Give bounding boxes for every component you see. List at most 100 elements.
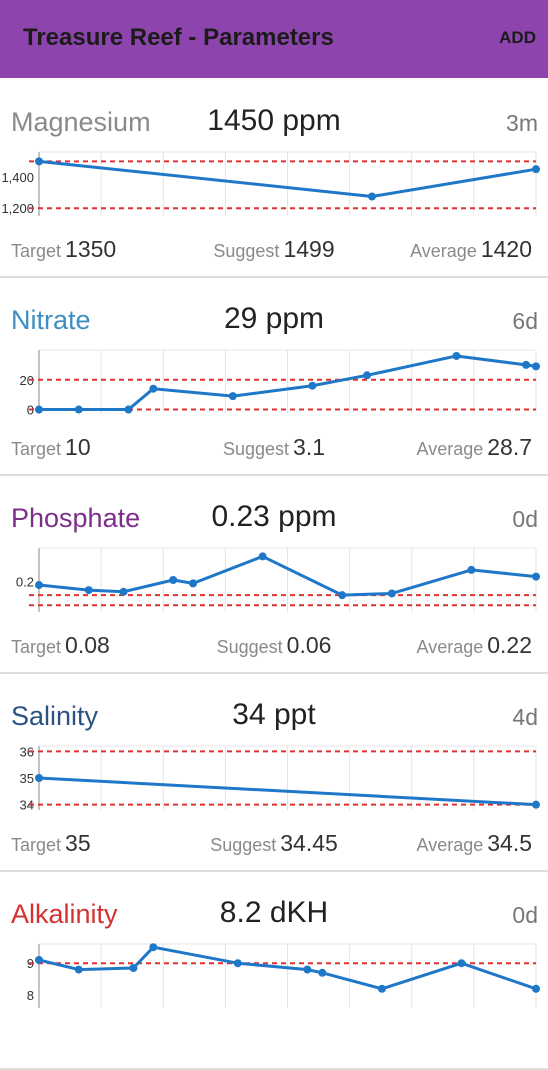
app-bar: Treasure Reef - Parameters ADD xyxy=(0,0,548,78)
data-point xyxy=(522,360,531,369)
stat-suggest: Suggest 0.06 xyxy=(217,632,332,659)
stat-value: 1420 xyxy=(480,236,532,262)
data-point xyxy=(532,362,540,371)
stat-suggest: Suggest 34.45 xyxy=(210,830,338,857)
parameter-name: Nitrate xyxy=(11,305,91,335)
parameter-card-magnesium[interactable]: Magnesium 1450 ppm 3m 1,200 1,400 Target 1350 S… xyxy=(0,80,548,278)
stat-value: 0.22 xyxy=(487,632,532,658)
stat-value: 0.06 xyxy=(286,632,332,658)
stat-label: Target xyxy=(11,241,62,261)
stat-value: 10 xyxy=(65,434,91,460)
parameter-value: 34 ppt xyxy=(232,698,316,731)
stat-label: Target xyxy=(11,835,62,855)
data-point xyxy=(532,165,540,174)
series-line xyxy=(38,945,537,991)
stat-value: 0.08 xyxy=(65,632,110,658)
data-point xyxy=(35,581,43,590)
data-point xyxy=(129,964,138,972)
data-point xyxy=(367,192,376,201)
y-tick-label: 34 xyxy=(20,798,34,813)
parameter-chart: 0.2 xyxy=(16,547,540,612)
parameter-value: 1450 ppm xyxy=(207,104,341,137)
data-point xyxy=(149,943,158,952)
data-point xyxy=(124,405,133,414)
last-test-age: 4d xyxy=(512,704,538,730)
parameter-chart: 34 35 36 xyxy=(20,744,540,813)
stats-row: Target 1350 Suggest 1499 Average 1420 xyxy=(0,236,548,266)
stat-label: Suggest xyxy=(213,241,280,261)
stats-row: Target 0.08 Suggest 0.06 Average 0.22 xyxy=(0,632,548,662)
data-point xyxy=(74,965,83,974)
stat-value: 35 xyxy=(65,830,91,856)
stat-label: Average xyxy=(416,835,484,855)
last-test-age: 0d xyxy=(512,902,538,928)
data-point xyxy=(532,572,540,581)
data-point xyxy=(233,959,242,968)
data-point xyxy=(169,576,178,584)
parameter-card-alkalinity[interactable]: Alkalinity 8.2 dKH 0d 89 xyxy=(0,872,548,1070)
data-point xyxy=(387,589,396,598)
stat-average: Average 28.7 xyxy=(417,434,532,461)
stat-target: Target 0.08 xyxy=(11,632,110,659)
stat-value: 34.45 xyxy=(280,830,338,856)
series-line xyxy=(38,554,537,597)
last-test-age: 0d xyxy=(512,506,538,532)
stat-average: Average 34.5 xyxy=(417,830,532,857)
data-point xyxy=(318,968,327,977)
last-test-age: 3m xyxy=(506,110,538,136)
stat-value: 34.5 xyxy=(487,830,532,856)
stat-label: Average xyxy=(410,241,477,261)
y-tick-label: 0.2 xyxy=(16,575,34,590)
y-tick-label: 36 xyxy=(20,744,34,759)
add-button[interactable]: ADD xyxy=(499,28,536,47)
stat-label: Average xyxy=(416,439,484,459)
y-tick-label: 1,400 xyxy=(1,170,34,185)
last-test-age: 6d xyxy=(512,308,538,334)
parameter-name: Magnesium xyxy=(11,107,151,137)
stat-label: Target xyxy=(11,637,62,657)
data-point xyxy=(363,371,372,380)
data-point xyxy=(119,587,128,596)
data-point xyxy=(189,579,198,588)
stat-target: Target 10 xyxy=(11,434,91,461)
data-point xyxy=(74,405,83,414)
stat-value: 28.7 xyxy=(487,434,532,460)
data-point xyxy=(35,774,43,782)
data-point xyxy=(532,984,540,993)
stat-value: 3.1 xyxy=(293,434,326,460)
stat-value: 1350 xyxy=(65,236,117,262)
data-point xyxy=(35,157,43,166)
y-tick-label: 8 xyxy=(27,988,34,1003)
data-point xyxy=(35,405,43,414)
data-point xyxy=(377,984,386,993)
series-line xyxy=(39,354,537,412)
data-point xyxy=(149,384,158,393)
page-title: Treasure Reef - Parameters xyxy=(23,24,334,51)
parameter-value: 8.2 dKH xyxy=(219,896,329,929)
parameter-card-salinity[interactable]: Salinity 34 ppt 4d 34 35 36 Target 35 Suggest 34.… xyxy=(0,674,548,872)
data-point xyxy=(308,381,317,390)
parameter-chart: 89 xyxy=(27,943,540,1008)
stat-label: Target xyxy=(11,439,62,459)
parameter-value: 0.23 ppm xyxy=(211,500,337,533)
data-point xyxy=(338,591,347,600)
parameter-name: Alkalinity xyxy=(11,899,118,929)
data-point xyxy=(35,956,43,964)
parameter-card-phosphate[interactable]: Phosphate 0.23 ppm 0d 0.2 Target 0.08 Suggest 0… xyxy=(0,476,548,674)
stats-row: Target 35 Suggest 34.45 Average 34.5 xyxy=(0,830,548,860)
stats-row: Target 10 Suggest 3.1 Average 28.7 xyxy=(0,434,548,464)
data-point xyxy=(258,552,267,561)
stat-label: Suggest xyxy=(216,637,283,657)
stat-value: 1499 xyxy=(283,236,335,262)
parameter-chart: 1,200 1,400 xyxy=(1,151,540,216)
data-point xyxy=(303,965,312,974)
data-point xyxy=(452,351,461,360)
parameter-value: 29 ppm xyxy=(223,302,325,335)
stat-label: Average xyxy=(416,637,484,657)
stat-label: Suggest xyxy=(210,835,277,855)
parameter-name: Phosphate xyxy=(11,503,141,533)
parameter-name: Salinity xyxy=(11,701,99,731)
stat-target: Target 1350 xyxy=(11,236,116,263)
stat-average: Average 1420 xyxy=(410,236,532,263)
